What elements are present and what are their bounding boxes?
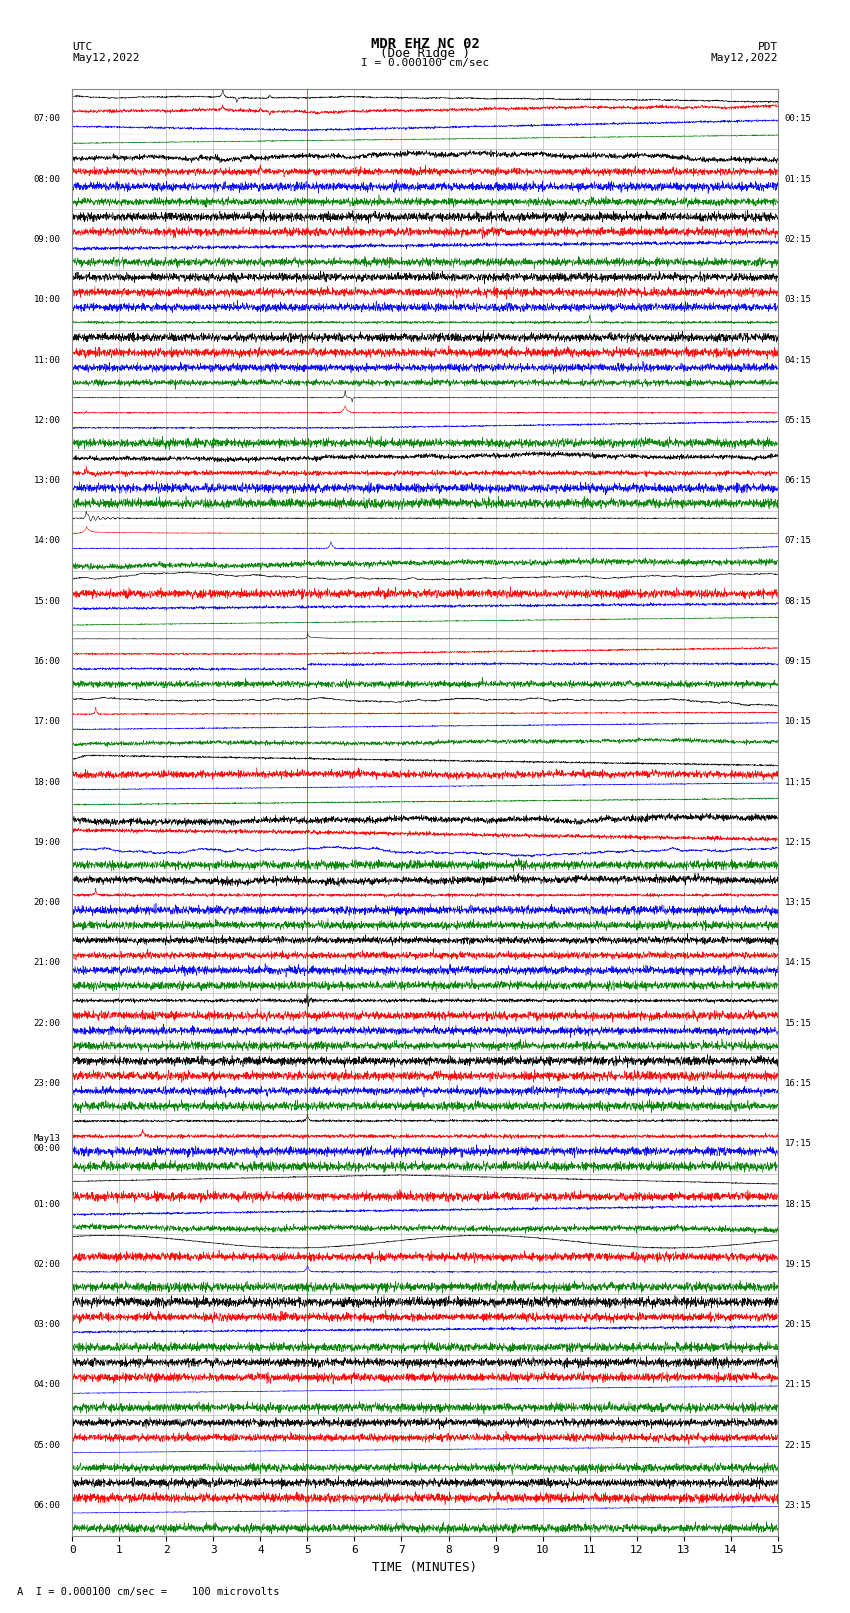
- Text: 08:15: 08:15: [785, 597, 812, 605]
- Text: 02:15: 02:15: [785, 235, 812, 244]
- Text: 19:15: 19:15: [785, 1260, 812, 1269]
- Text: 06:15: 06:15: [785, 476, 812, 486]
- Text: 10:00: 10:00: [34, 295, 60, 305]
- Text: 18:15: 18:15: [785, 1200, 812, 1208]
- Text: 10:15: 10:15: [785, 718, 812, 726]
- Text: 13:15: 13:15: [785, 898, 812, 907]
- Text: 12:00: 12:00: [34, 416, 60, 424]
- Text: 07:00: 07:00: [34, 115, 60, 123]
- Text: 01:00: 01:00: [34, 1200, 60, 1208]
- Text: 09:00: 09:00: [34, 235, 60, 244]
- Text: 01:15: 01:15: [785, 174, 812, 184]
- Text: 14:15: 14:15: [785, 958, 812, 968]
- Text: 03:00: 03:00: [34, 1319, 60, 1329]
- Text: 22:00: 22:00: [34, 1019, 60, 1027]
- Text: 21:00: 21:00: [34, 958, 60, 968]
- Text: 12:15: 12:15: [785, 837, 812, 847]
- Text: 20:00: 20:00: [34, 898, 60, 907]
- Text: 19:00: 19:00: [34, 837, 60, 847]
- Text: 08:00: 08:00: [34, 174, 60, 184]
- Text: (Doe Ridge ): (Doe Ridge ): [380, 47, 470, 60]
- Text: 15:00: 15:00: [34, 597, 60, 605]
- Text: May13
00:00: May13 00:00: [34, 1134, 60, 1153]
- Text: 23:15: 23:15: [785, 1502, 812, 1510]
- Text: 04:15: 04:15: [785, 355, 812, 365]
- Text: 11:15: 11:15: [785, 777, 812, 787]
- X-axis label: TIME (MINUTES): TIME (MINUTES): [372, 1561, 478, 1574]
- Text: A  I = 0.000100 cm/sec =    100 microvolts: A I = 0.000100 cm/sec = 100 microvolts: [17, 1587, 280, 1597]
- Text: 04:00: 04:00: [34, 1381, 60, 1389]
- Text: May12,2022: May12,2022: [72, 53, 139, 63]
- Text: 20:15: 20:15: [785, 1319, 812, 1329]
- Text: 14:00: 14:00: [34, 537, 60, 545]
- Text: 22:15: 22:15: [785, 1440, 812, 1450]
- Text: 17:15: 17:15: [785, 1139, 812, 1148]
- Text: I = 0.000100 cm/sec: I = 0.000100 cm/sec: [361, 58, 489, 68]
- Text: MDR EHZ NC 02: MDR EHZ NC 02: [371, 37, 479, 52]
- Text: 15:15: 15:15: [785, 1019, 812, 1027]
- Text: PDT: PDT: [757, 42, 778, 52]
- Text: 17:00: 17:00: [34, 718, 60, 726]
- Text: 16:15: 16:15: [785, 1079, 812, 1087]
- Text: 03:15: 03:15: [785, 295, 812, 305]
- Text: 09:15: 09:15: [785, 656, 812, 666]
- Text: 18:00: 18:00: [34, 777, 60, 787]
- Text: 13:00: 13:00: [34, 476, 60, 486]
- Text: 00:15: 00:15: [785, 115, 812, 123]
- Text: 11:00: 11:00: [34, 355, 60, 365]
- Text: 02:00: 02:00: [34, 1260, 60, 1269]
- Text: 06:00: 06:00: [34, 1502, 60, 1510]
- Text: 07:15: 07:15: [785, 537, 812, 545]
- Text: May12,2022: May12,2022: [711, 53, 778, 63]
- Text: 05:00: 05:00: [34, 1440, 60, 1450]
- Text: 23:00: 23:00: [34, 1079, 60, 1087]
- Text: UTC: UTC: [72, 42, 93, 52]
- Text: 21:15: 21:15: [785, 1381, 812, 1389]
- Text: 16:00: 16:00: [34, 656, 60, 666]
- Text: 05:15: 05:15: [785, 416, 812, 424]
